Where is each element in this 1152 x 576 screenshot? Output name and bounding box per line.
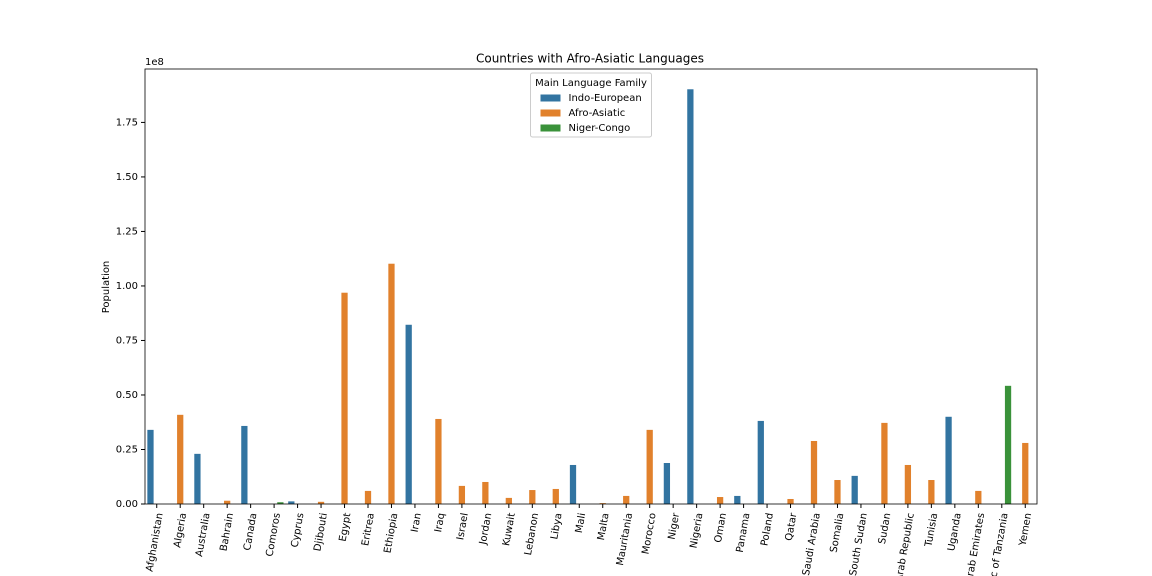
y-axis-label: Population	[101, 261, 112, 314]
bar	[716, 497, 724, 504]
bar	[435, 418, 442, 504]
bar	[482, 481, 489, 504]
bar	[388, 263, 395, 504]
bar	[928, 480, 935, 504]
bar	[364, 490, 372, 504]
bar	[505, 497, 512, 504]
x-tick-label: Malta	[596, 512, 612, 541]
bar	[663, 463, 671, 504]
bar	[975, 490, 982, 504]
bar	[317, 501, 325, 504]
bar	[529, 490, 536, 504]
bar	[341, 292, 348, 504]
bar	[1022, 442, 1029, 504]
bar	[734, 495, 741, 504]
bar	[881, 422, 888, 504]
x-tick-label: Niger	[667, 511, 683, 540]
x-tick-label: Libya	[549, 512, 564, 540]
plot-frame	[144, 68, 1038, 505]
bar	[623, 495, 630, 504]
x-tick-label: Oman	[713, 512, 729, 544]
x-tick-label: Israel	[455, 512, 471, 541]
bar	[224, 500, 231, 504]
bar	[757, 420, 764, 504]
bar	[288, 501, 295, 504]
legend-label: Niger-Congo	[569, 123, 631, 134]
bar	[599, 503, 606, 504]
x-tick-label: Sudan	[877, 512, 893, 545]
bar	[1004, 385, 1012, 504]
x-tick-label: Egypt	[338, 512, 354, 542]
legend: Main Language Family Indo-European Afro-As…	[530, 72, 652, 138]
bar	[945, 416, 952, 504]
x-tick-label: Iraq	[433, 512, 447, 533]
bar	[277, 502, 284, 504]
bar	[646, 429, 653, 504]
bar	[687, 89, 694, 504]
bar	[405, 324, 412, 504]
bar	[147, 429, 154, 504]
bar	[552, 488, 559, 504]
legend-swatch	[540, 124, 561, 132]
x-tick-label: Iran	[410, 512, 424, 533]
chart-title: Countries with Afro-Asiatic Languages	[476, 52, 704, 66]
y-tick-label: 1.25	[116, 226, 138, 237]
bar	[569, 464, 577, 504]
y-tick-label: 1.75	[116, 117, 138, 128]
legend-swatch	[540, 109, 561, 117]
y-offset-label: 1e8	[145, 57, 164, 68]
bar	[177, 414, 184, 504]
bar	[787, 498, 794, 504]
x-tick-label: Mali	[574, 512, 588, 534]
bar	[194, 453, 201, 504]
legend-title: Main Language Family	[535, 78, 647, 89]
bar	[851, 475, 858, 504]
y-tick-label: 0.75	[116, 335, 138, 346]
bar	[810, 440, 818, 504]
legend-swatch	[540, 94, 561, 102]
bar	[904, 464, 912, 504]
x-tick-label: Qatar	[784, 511, 800, 542]
legend-frame	[530, 72, 652, 138]
legend-label: Indo-European	[569, 93, 642, 104]
bar	[241, 425, 248, 504]
y-tick-label: 0.25	[116, 444, 138, 455]
bar	[458, 485, 466, 504]
legend-label: Afro-Asiatic	[569, 108, 626, 119]
y-tick-label: 1.50	[116, 172, 138, 183]
y-tick-label: 1.00	[116, 281, 138, 292]
bar	[834, 480, 841, 504]
y-tick-label: 0.50	[116, 390, 138, 401]
y-tick-label: 0.00	[116, 499, 138, 510]
